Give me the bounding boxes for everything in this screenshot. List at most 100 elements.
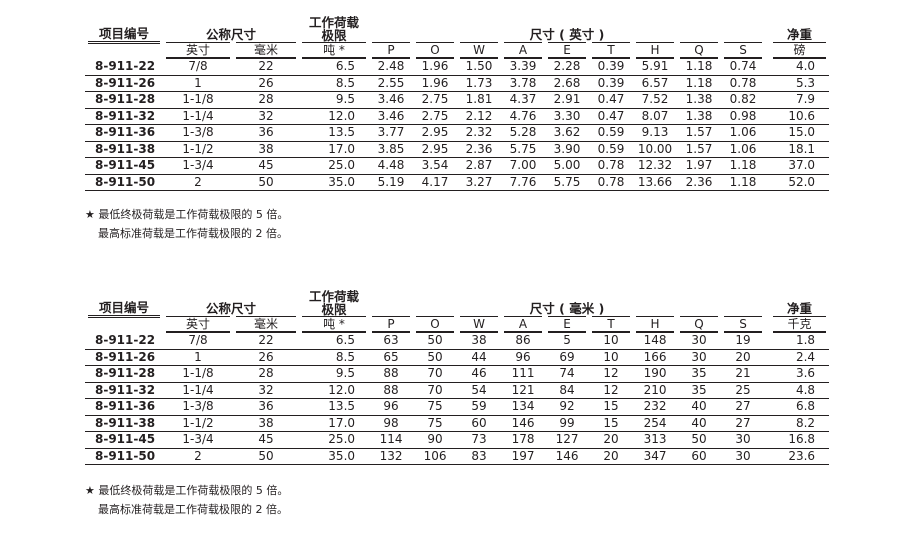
subheader-cell: Q bbox=[680, 42, 719, 59]
value-cell: 12.32 bbox=[633, 157, 678, 175]
value-cell: 2.4 bbox=[765, 349, 830, 366]
value-cell: 40 bbox=[677, 398, 722, 416]
value-cell: 2.36 bbox=[457, 141, 502, 158]
subheader-cell: W bbox=[460, 42, 499, 59]
value-cell: 106 bbox=[413, 448, 458, 465]
value-cell: 1-1/2 bbox=[163, 141, 233, 158]
value-cell: 1-1/2 bbox=[163, 415, 233, 432]
value-cell: 92 bbox=[545, 398, 590, 416]
value-cell: 70 bbox=[413, 382, 458, 399]
value-cell: 1.50 bbox=[457, 59, 502, 76]
value-cell: 7.9 bbox=[765, 91, 830, 109]
value-cell: 1.06 bbox=[721, 141, 766, 158]
value-cell: 10.00 bbox=[633, 141, 678, 158]
value-cell: 40 bbox=[677, 415, 722, 432]
value-cell: 26 bbox=[233, 75, 300, 92]
value-cell: 166 bbox=[633, 349, 678, 366]
item-number-cell: 8-911-36 bbox=[85, 124, 163, 142]
table-row: 8-911-32 1-1/4 32 12.0 3.46 2.75 2.12 4.76 3.30 0… bbox=[85, 108, 830, 125]
subheader-cell: 毫米 bbox=[236, 316, 297, 333]
value-cell: 197 bbox=[501, 448, 546, 465]
value-cell: 0.78 bbox=[721, 75, 766, 92]
value-cell: 63 bbox=[369, 333, 414, 350]
value-cell: 16.8 bbox=[765, 431, 830, 449]
value-cell: 28 bbox=[233, 365, 300, 383]
subheader-cell: S bbox=[724, 316, 763, 333]
value-cell: 88 bbox=[369, 382, 414, 399]
value-cell: 148 bbox=[633, 333, 678, 350]
dimensions-header: 尺寸 ( 英寸 ) bbox=[529, 27, 605, 42]
spec-table: 项目编号 公称尺寸 工作荷载 极限 尺寸 ( 毫米 ) 净重 英寸 毫米吨 * P O… bbox=[85, 290, 830, 465]
value-cell: 4.17 bbox=[413, 174, 458, 191]
value-cell: 25 bbox=[721, 382, 766, 399]
value-cell: 32 bbox=[233, 108, 300, 125]
value-cell: 146 bbox=[501, 415, 546, 432]
value-cell: 7/8 bbox=[163, 333, 233, 350]
value-cell: 28 bbox=[233, 91, 300, 109]
value-cell: 12 bbox=[589, 382, 634, 399]
value-cell: 254 bbox=[633, 415, 678, 432]
subheader-cell: T bbox=[592, 316, 631, 333]
item-number-cell: 8-911-45 bbox=[85, 431, 163, 449]
value-cell: 1 bbox=[163, 349, 233, 366]
item-number-cell: 8-911-45 bbox=[85, 157, 163, 175]
value-cell: 8.07 bbox=[633, 108, 678, 125]
value-cell: 2.75 bbox=[413, 91, 458, 109]
value-cell: 8.2 bbox=[765, 415, 830, 432]
value-cell: 23.6 bbox=[765, 448, 830, 465]
subheader-cell: A bbox=[504, 316, 543, 333]
value-cell: 50 bbox=[677, 431, 722, 449]
value-cell: 5.19 bbox=[369, 174, 414, 191]
wll-header: 工作荷载 极限 bbox=[309, 15, 360, 43]
value-cell: 3.90 bbox=[545, 141, 590, 158]
header-row: 项目编号 公称尺寸 工作荷载 极限 尺寸 ( 英寸 ) 净重 bbox=[85, 16, 829, 42]
value-cell: 0.47 bbox=[589, 108, 634, 125]
value-cell: 13.66 bbox=[633, 174, 678, 191]
value-cell: 1.18 bbox=[677, 59, 722, 76]
value-cell: 5.75 bbox=[545, 174, 590, 191]
value-cell: 26 bbox=[233, 349, 300, 366]
value-cell: 3.30 bbox=[545, 108, 590, 125]
value-cell: 0.98 bbox=[721, 108, 766, 125]
subheader-cell: O bbox=[416, 42, 455, 59]
value-cell: 38 bbox=[233, 415, 300, 432]
value-cell: 2.48 bbox=[369, 59, 414, 76]
notes-metric: ★ 最低终极荷载是工作荷载极限的 5 倍。 最高标准荷载是工作荷载极限的 2 倍。 bbox=[85, 481, 288, 519]
value-cell: 2.28 bbox=[545, 59, 590, 76]
nominal-size-header: 公称尺寸 bbox=[206, 301, 257, 316]
value-cell: 2.36 bbox=[677, 174, 722, 191]
value-cell: 88 bbox=[369, 365, 414, 383]
value-cell: 1.73 bbox=[457, 75, 502, 92]
value-cell: 30 bbox=[677, 349, 722, 366]
value-cell: 1.18 bbox=[677, 75, 722, 92]
value-cell: 50 bbox=[413, 349, 458, 366]
table-row: 8-911-45 1-3/4 45 25.0 114 90 73 178 127 20 313 50 3… bbox=[85, 431, 830, 449]
table-row: 8-911-22 7/8 22 6.5 2.48 1.96 1.50 3.39 2.28 0.39… bbox=[85, 59, 830, 76]
value-cell: 4.76 bbox=[501, 108, 546, 125]
subheader-cell: Q bbox=[680, 316, 719, 333]
value-cell: 7/8 bbox=[163, 59, 233, 76]
table-row: 8-911-26 1 26 8.5 65 50 44 96 69 10 166 30 20 2.4 bbox=[85, 349, 830, 366]
value-cell: 5.28 bbox=[501, 124, 546, 142]
value-cell: 50 bbox=[233, 448, 300, 465]
item-number-cell: 8-911-22 bbox=[85, 333, 163, 350]
table-row: 8-911-32 1-1/4 32 12.0 88 70 54 121 84 12 210 35 25 4… bbox=[85, 382, 830, 399]
table-row: 8-911-38 1-1/2 38 17.0 98 75 60 146 99 15 254 40 27 8… bbox=[85, 415, 830, 432]
subheader-cell: H bbox=[636, 42, 675, 59]
value-cell: 6.8 bbox=[765, 398, 830, 416]
value-cell: 2.68 bbox=[545, 75, 590, 92]
value-cell: 15 bbox=[589, 415, 634, 432]
value-cell: 1.57 bbox=[677, 141, 722, 158]
value-cell: 1.18 bbox=[721, 157, 766, 175]
value-cell: 1-3/4 bbox=[163, 431, 233, 449]
value-cell: 0.74 bbox=[721, 59, 766, 76]
subheader-cell: 英寸 bbox=[166, 316, 230, 333]
value-cell: 232 bbox=[633, 398, 678, 416]
value-cell: 5.00 bbox=[545, 157, 590, 175]
value-cell: 13.5 bbox=[299, 124, 370, 142]
table-row: 8-911-45 1-3/4 45 25.0 4.48 3.54 2.87 7.00 5.00 0… bbox=[85, 157, 830, 175]
value-cell: 22 bbox=[233, 59, 300, 76]
value-cell: 4.37 bbox=[501, 91, 546, 109]
value-cell: 0.39 bbox=[589, 59, 634, 76]
note-ultimate-load: ★ 最低终极荷载是工作荷载极限的 5 倍。 bbox=[85, 208, 289, 221]
